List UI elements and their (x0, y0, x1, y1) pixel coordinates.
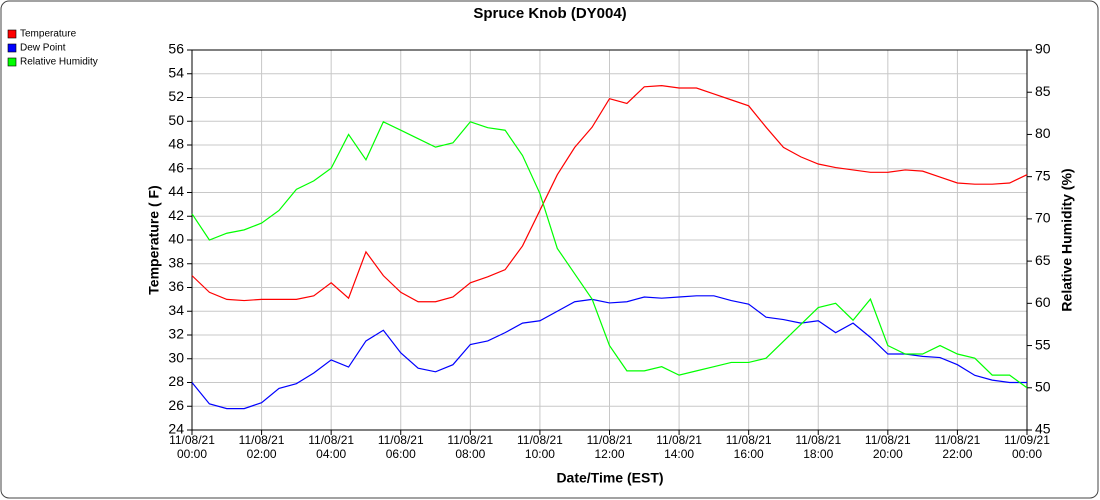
x-tick-label: 11/08/21 06:00 (377, 433, 424, 461)
y2-tick-label: 55 (1035, 336, 1051, 352)
y-tick-label: 34 (168, 302, 184, 318)
y-tick-label: 52 (168, 88, 184, 104)
x-axis-title: Date/Time (EST) (556, 470, 663, 486)
legend-label: Temperature (20, 29, 77, 40)
x-tick-label: 11/08/21 10:00 (516, 433, 563, 461)
x-tick-label: 11/08/21 14:00 (656, 433, 702, 461)
y2-tick-label: 60 (1035, 294, 1051, 310)
y-tick-label: 36 (168, 278, 184, 294)
y-tick-label: 30 (168, 349, 184, 365)
y2-tick-label: 75 (1035, 167, 1051, 183)
legend-label: Dew Point (20, 43, 66, 54)
y-tick-label: 42 (168, 207, 184, 223)
y-tick-label: 46 (168, 159, 184, 175)
x-tick-label: 11/08/21 00:00 (169, 433, 215, 461)
x-tick-label: 11/08/21 22:00 (934, 433, 981, 461)
y-tick-label: 56 (168, 41, 184, 57)
y-axis-title: Temperature ( F) (146, 185, 162, 294)
y2-tick-label: 45 (1035, 421, 1051, 437)
y2-tick-label: 70 (1035, 210, 1051, 226)
chart-title: Spruce Knob (DY004) (473, 5, 626, 22)
y-tick-label: 38 (168, 254, 184, 270)
y-tick-label: 48 (168, 136, 184, 152)
y-tick-label: 28 (168, 373, 184, 389)
y-tick-label: 44 (168, 183, 184, 199)
y2-tick-label: 85 (1035, 83, 1051, 99)
y-tick-label: 32 (168, 326, 184, 342)
x-tick-label: 11/08/21 12:00 (586, 433, 633, 461)
y-tick-label: 26 (168, 397, 184, 413)
series-line (191, 120, 1028, 389)
x-tick-label: 11/08/21 04:00 (308, 433, 355, 461)
y-tick-label: 40 (168, 231, 184, 247)
legend-swatch (7, 29, 17, 39)
legend-swatch (7, 57, 17, 67)
legend-swatch (7, 43, 17, 53)
plot-area (191, 49, 1028, 431)
y2-tick-label: 90 (1035, 41, 1051, 57)
series-line (191, 295, 1027, 410)
y-tick-label: 54 (168, 64, 184, 80)
y-tick-label: 24 (168, 421, 184, 437)
y2-tick-label: 50 (1035, 378, 1051, 394)
x-tick-label: 11/09/21 00:00 (1004, 433, 1050, 461)
y2-axis-title: Relative Humidity (%) (1059, 168, 1075, 311)
x-tick-label: 11/08/21 18:00 (795, 433, 842, 461)
legend-label: Relative Humidity (20, 57, 98, 68)
series-line (191, 85, 1028, 303)
y2-tick-label: 80 (1035, 125, 1051, 141)
x-tick-label: 11/08/21 20:00 (864, 433, 911, 461)
y-tick-label: 50 (168, 112, 184, 128)
y2-tick-label: 65 (1035, 252, 1051, 268)
x-tick-label: 11/08/21 16:00 (725, 433, 772, 461)
x-tick-label: 11/08/21 02:00 (238, 433, 285, 461)
x-tick-label: 11/08/21 08:00 (447, 433, 494, 461)
